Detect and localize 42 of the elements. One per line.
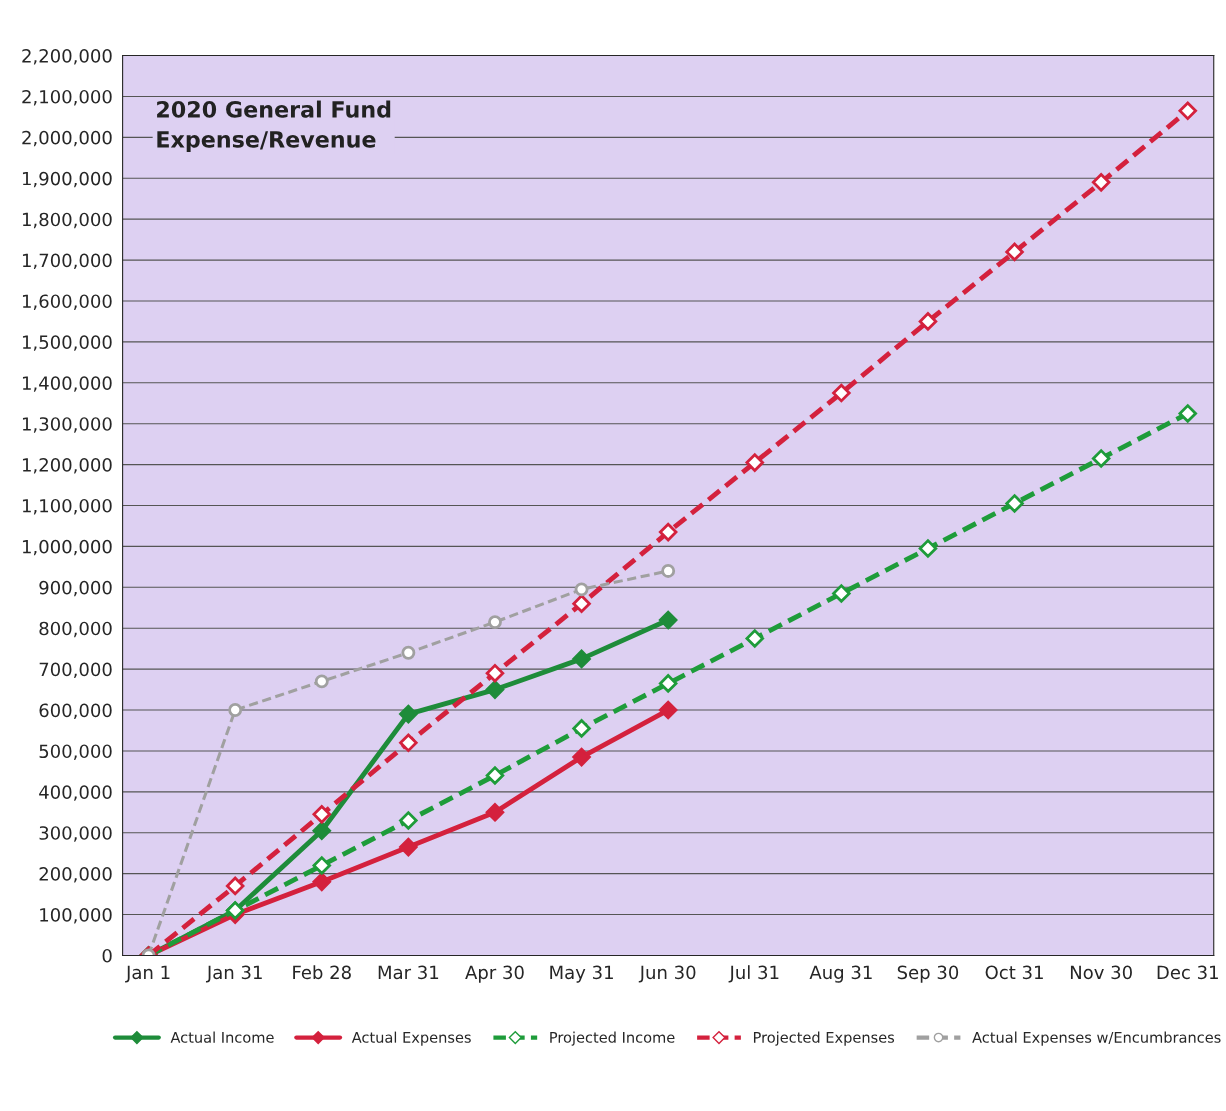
y-tick-label: 2,200,000 [22,49,112,65]
y-tick-label: 700,000 [39,662,112,679]
x-tick-label: Oct 31 [985,965,1043,980]
x-tick-label: Feb 28 [293,965,351,980]
y-tick-label: 1,100,000 [22,498,112,515]
y-tick-label: 1,400,000 [22,376,112,392]
text: 2020 General Fund Expense/Revenue [157,100,391,152]
y-tick-label: 500,000 [39,744,112,760]
y-tick-label: 1,900,000 [22,171,112,188]
y-tick-label: 1,500,000 [22,335,112,351]
legend-label: Projected Expenses [753,1031,895,1046]
y-tick-label: 600,000 [39,703,112,719]
legend-label: Projected Income [550,1031,675,1046]
y-tick-label: 1,300,000 [22,417,112,433]
x-tick-label: Dec 31 [1157,965,1218,980]
x-tick-label: Mar 31 [378,965,439,980]
y-tick-label: 900,000 [39,580,112,597]
x-tick-label: Jul 31 [728,965,779,983]
x-tick-label: Jun 30 [638,965,696,983]
y-tick-label: 100,000 [40,908,112,924]
x-tick-label: Jan 1 [125,965,170,983]
y-tick-label: 1,700,000 [22,253,112,270]
y-tick-label: 1,800,000 [22,212,112,229]
x-tick-label: Nov 30 [1070,965,1132,980]
x-tick-label: Jan 31 [205,965,262,983]
y-tick-label: 400,000 [39,785,112,801]
x-tick-label: Apr 30 [465,965,524,983]
y-tick-label: 1,000,000 [22,539,112,556]
y-tick-label: 2,000,000 [22,130,112,147]
legend-label: Actual Expenses w/Encumbrances [972,1031,1221,1046]
y-tick-label: 0 [102,948,112,963]
y-tick-label: 300,000 [39,826,112,842]
x-tick-label: Sep 30 [897,965,959,983]
x-tick-label: Aug 31 [809,965,872,983]
y-tick-label: 1,200,000 [22,458,112,474]
legend-label: Actual Expenses [351,1031,471,1046]
y-tick-label: 200,000 [39,867,112,883]
y-tick-label: 1,600,000 [22,294,112,310]
y-tick-label: 2,100,000 [22,89,112,106]
x-tick-label: May 31 [550,965,613,983]
legend-label: Actual Income [170,1031,274,1043]
y-tick-label: 800,000 [39,621,112,638]
